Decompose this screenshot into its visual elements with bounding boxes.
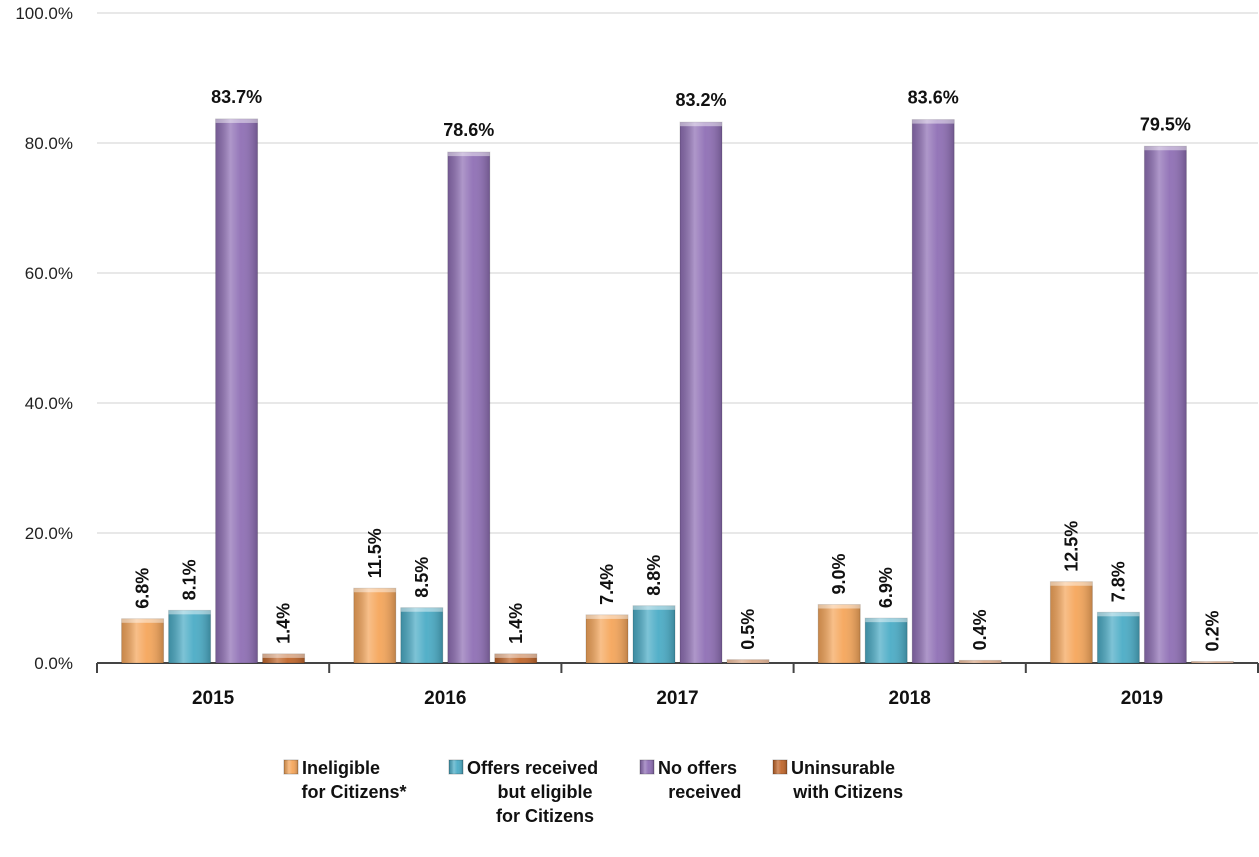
- data-label: 8.1%: [180, 559, 200, 600]
- data-label: 9.0%: [829, 553, 849, 594]
- bar: [958, 659, 1002, 664]
- legend-item: No offers received: [639, 758, 741, 802]
- data-label: 78.6%: [443, 120, 494, 140]
- data-label: 6.9%: [876, 567, 896, 608]
- bar: [817, 604, 861, 664]
- legend-label: Ineligible: [302, 758, 380, 778]
- bar: [585, 614, 629, 664]
- bars: [121, 118, 1234, 664]
- bar: [262, 653, 306, 664]
- data-label: 83.7%: [211, 87, 262, 107]
- gridlines: [97, 12, 1258, 534]
- legend-label: Offers received: [467, 758, 598, 778]
- bar: [1143, 145, 1187, 664]
- data-label: 8.5%: [412, 557, 432, 598]
- data-label: 7.4%: [597, 564, 617, 605]
- bar: [726, 659, 770, 664]
- legend-label: with Citizens: [792, 782, 903, 802]
- bar: [447, 151, 491, 664]
- legend-label: for Citizens: [496, 806, 594, 826]
- bar: [632, 605, 676, 664]
- bar: [353, 587, 397, 664]
- x-category-label: 2015: [192, 688, 235, 709]
- data-label: 0.2%: [1202, 610, 1222, 651]
- legend: Ineligible for Citizens* Offers received bu…: [283, 758, 903, 826]
- legend-label: for Citizens*: [301, 782, 406, 802]
- legend-label: No offers: [658, 758, 737, 778]
- bar: [168, 609, 212, 664]
- x-category-label: 2017: [656, 688, 698, 709]
- y-tick-label: 80.0%: [25, 134, 73, 153]
- bar: [215, 118, 259, 664]
- y-tick-label: 60.0%: [25, 264, 73, 283]
- y-tick-label: 40.0%: [25, 394, 73, 413]
- data-label: 12.5%: [1061, 521, 1081, 572]
- x-category-label: 2018: [889, 688, 931, 709]
- legend-item: Uninsurable with Citizens: [772, 758, 903, 802]
- bar: [911, 119, 955, 664]
- data-label: 11.5%: [365, 528, 385, 578]
- y-tick-label: 100.0%: [15, 4, 73, 23]
- data-label: 6.8%: [133, 568, 153, 609]
- bar: [494, 653, 538, 664]
- data-label: 79.5%: [1140, 114, 1191, 134]
- data-label: 0.5%: [738, 609, 758, 650]
- bar: [1049, 581, 1093, 664]
- bar: [121, 618, 165, 664]
- legend-item: Ineligible for Citizens*: [283, 758, 407, 802]
- y-tick-label: 0.0%: [34, 654, 73, 673]
- bar: [400, 607, 444, 664]
- legend-item: Offers received but eligible for Citizens: [448, 758, 598, 826]
- data-label: 83.6%: [908, 88, 959, 108]
- data-label: 1.4%: [274, 603, 294, 644]
- x-category-label: 2016: [424, 688, 466, 709]
- bar: [1096, 611, 1140, 664]
- data-label: 1.4%: [506, 603, 526, 644]
- bar: [864, 617, 908, 664]
- y-tick-label: 20.0%: [25, 524, 73, 543]
- data-label: 8.8%: [644, 555, 664, 596]
- x-category-label: 2019: [1121, 688, 1163, 709]
- legend-label: but eligible: [497, 782, 592, 802]
- data-label: 0.4%: [970, 609, 990, 650]
- legend-label: Uninsurable: [791, 758, 895, 778]
- bar: [679, 121, 723, 664]
- data-labels: 6.8% 8.1% 83.7% 1.4% 11.5% 8.5% 78.6% 1.4% 7.4% 8…: [133, 87, 1223, 652]
- bar: [1190, 661, 1234, 664]
- data-label: 83.2%: [675, 90, 726, 110]
- data-label: 7.8%: [1108, 561, 1128, 602]
- axes: 0.0% 20.0% 40.0% 60.0% 80.0% 100.0% 2015 2016 20…: [15, 4, 1259, 709]
- legend-label: received: [668, 782, 741, 802]
